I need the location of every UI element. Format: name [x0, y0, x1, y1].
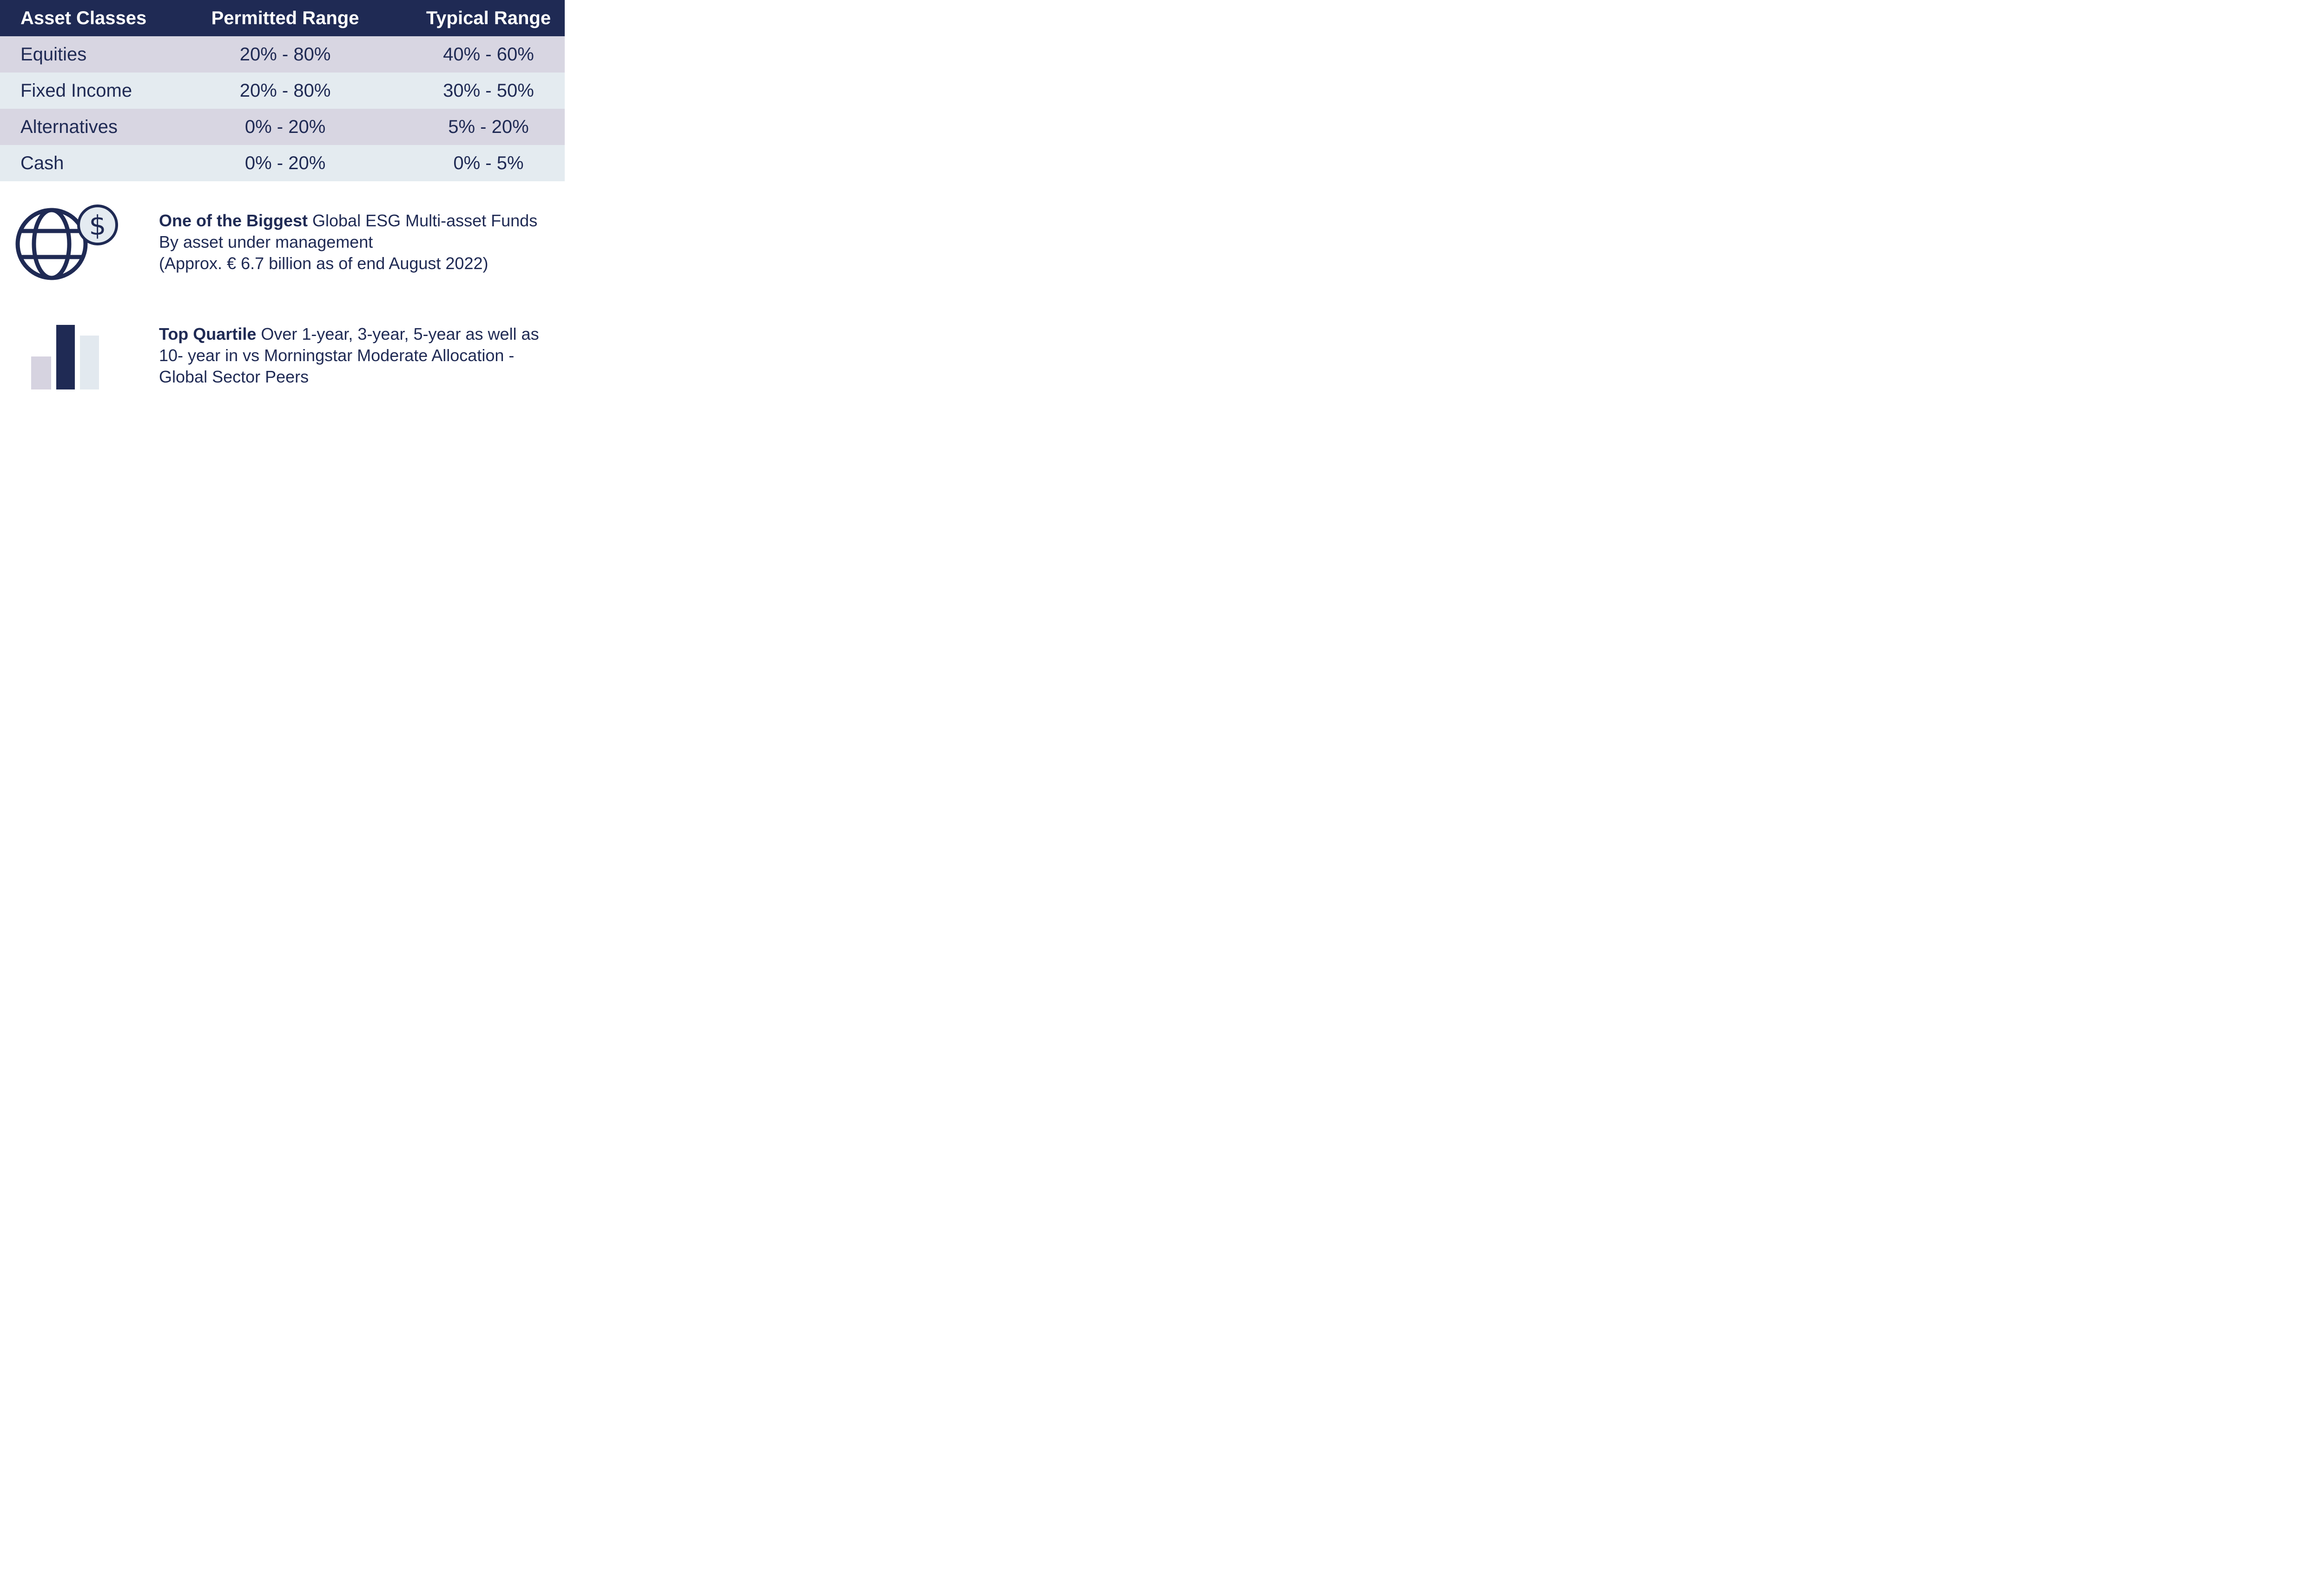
table-row: Fixed Income 20% - 80% 30% - 50%	[0, 73, 565, 109]
fund-factsheet-page: { "colors": { "navy": "#1f2a54", "row_la…	[0, 0, 729, 418]
bar-right	[80, 336, 99, 389]
bar-chart-icon	[31, 325, 99, 389]
perf-line-1-rest: Over 1-year, 3-year, 5-year as well as	[256, 324, 539, 343]
globe-dollar-icon: $	[15, 204, 118, 280]
table-header-row: Asset Classes Permitted Range Typical Ra…	[0, 0, 565, 36]
cell-asset-class: Equities	[20, 44, 87, 65]
table-row: Equities 20% - 80% 40% - 60%	[0, 36, 565, 73]
table-row: Cash 0% - 20% 0% - 5%	[0, 145, 565, 181]
performance-highlight-text: Top Quartile Over 1-year, 3-year, 5-year…	[159, 323, 539, 388]
table-row: Alternatives 0% - 20% 5% - 20%	[0, 109, 565, 145]
header-cell-typical-range: Typical Range	[426, 7, 551, 28]
perf-line-2-rest: 10- year in vs Morningstar Moderate Allo…	[159, 346, 515, 365]
cell-typical-range: 0% - 5%	[453, 152, 524, 173]
aum-line-3: (Approx. € 6.7 billion as of end August …	[159, 253, 537, 274]
cell-permitted-range: 20% - 80%	[239, 80, 331, 101]
perf-line-3-rest: Global Sector Peers	[159, 367, 309, 386]
globe-icon	[15, 208, 88, 280]
perf-line-1-bold: Top Quartile	[159, 324, 257, 343]
cell-permitted-range: 20% - 80%	[239, 44, 331, 65]
aum-highlight-text: One of the Biggest Global ESG Multi-asse…	[159, 210, 537, 274]
aum-line-2-rest: By asset under management	[159, 232, 373, 251]
cell-asset-class: Alternatives	[20, 116, 118, 137]
perf-line-3: Global Sector Peers	[159, 366, 539, 388]
header-cell-asset-classes: Asset Classes	[20, 7, 147, 28]
aum-line-1: One of the Biggest Global ESG Multi-asse…	[159, 210, 537, 231]
dollar-coin-icon: $	[77, 204, 118, 245]
header-cell-permitted-range: Permitted Range	[211, 7, 359, 28]
cell-asset-class: Cash	[20, 152, 64, 173]
perf-line-1: Top Quartile Over 1-year, 3-year, 5-year…	[159, 323, 539, 345]
aum-line-2: By asset under management	[159, 231, 537, 253]
aum-line-1-bold: One of the Biggest	[159, 211, 308, 230]
cell-permitted-range: 0% - 20%	[244, 152, 326, 173]
cell-asset-class: Fixed Income	[20, 80, 132, 101]
bar-middle	[56, 325, 75, 389]
perf-line-2: 10- year in vs Morningstar Moderate Allo…	[159, 345, 539, 366]
allocation-table: Asset Classes Permitted Range Typical Ra…	[0, 0, 565, 181]
cell-typical-range: 30% - 50%	[443, 80, 534, 101]
aum-line-3-rest: (Approx. € 6.7 billion as of end August …	[159, 254, 489, 273]
cell-typical-range: 5% - 20%	[448, 116, 529, 137]
cell-permitted-range: 0% - 20%	[244, 116, 326, 137]
dollar-sign: $	[89, 210, 106, 241]
bar-left	[31, 356, 51, 389]
cell-typical-range: 40% - 60%	[443, 44, 534, 65]
aum-line-1-rest: Global ESG Multi-asset Funds	[308, 211, 538, 230]
